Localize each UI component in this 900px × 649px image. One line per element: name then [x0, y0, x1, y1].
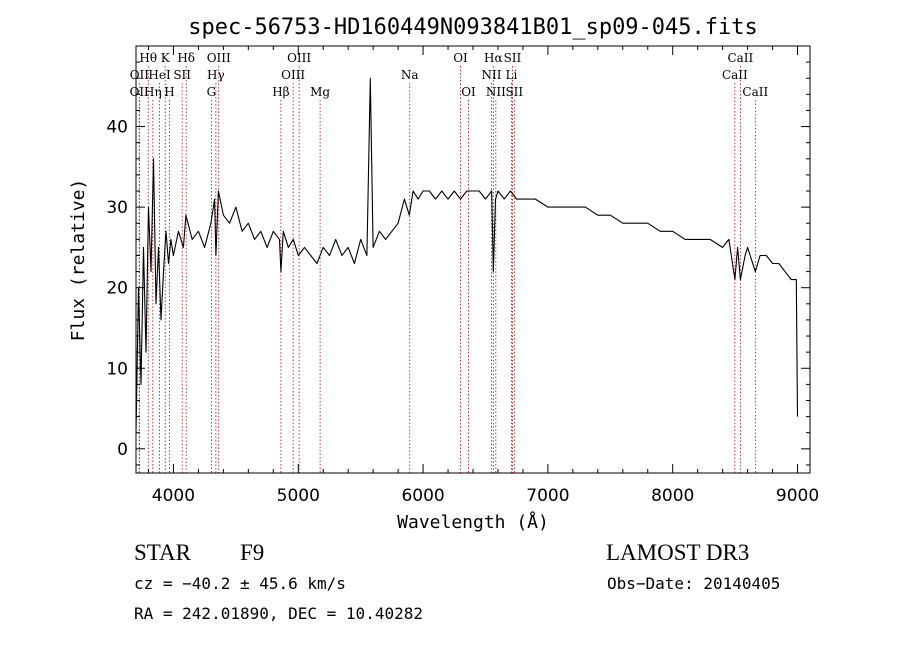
- line-marker-label: Hγ: [207, 68, 225, 82]
- line-marker-label: SII: [173, 68, 191, 82]
- y-axis: 0 10 20 30 40: [106, 61, 810, 466]
- line-marker-label: OI: [461, 85, 476, 99]
- line-marker-label: SII: [504, 51, 522, 65]
- line-marker-label: OII: [130, 68, 150, 82]
- x-tick-label: 5000: [277, 486, 320, 506]
- line-marker-label: Hα: [484, 51, 503, 65]
- line-marker-label: NII: [486, 85, 506, 99]
- x-tick-label: 6000: [401, 486, 444, 506]
- spectrum-line: [135, 77, 799, 433]
- line-marker-label: CaII: [727, 51, 753, 65]
- line-marker-label: CaII: [742, 85, 768, 99]
- line-marker-label: Na: [401, 68, 419, 82]
- line-marker-label: OIII: [207, 51, 231, 65]
- line-marker-label: OI: [453, 51, 468, 65]
- line-marker-label: CaII: [722, 68, 748, 82]
- y-tick-label: 30: [106, 198, 128, 218]
- x-tick-label: 8000: [651, 486, 694, 506]
- x-tick-label: 7000: [526, 486, 569, 506]
- y-axis-label: Flux (relative): [68, 179, 89, 342]
- coordinates: RA = 242.01890, DEC = 10.40282: [134, 604, 423, 623]
- line-marker-label: Hη: [144, 85, 162, 99]
- spectrum-chart: spec-56753-HD160449N093841B01_sp09-045.f…: [68, 15, 819, 533]
- line-marker-label: NII: [481, 68, 501, 82]
- line-marker-label: OIII: [281, 68, 305, 82]
- line-marker-label: K: [161, 51, 171, 65]
- y-tick-label: 20: [106, 279, 128, 299]
- object-class: STAR: [134, 540, 191, 565]
- x-tick-label: 9000: [776, 486, 819, 506]
- line-marker-label: Li: [506, 68, 518, 82]
- line-marker-label: Hβ: [272, 85, 289, 99]
- obs-date: Obs−Date: 20140405: [607, 574, 781, 593]
- survey-name: LAMOST DR3: [606, 540, 750, 565]
- object-subclass: F9: [240, 540, 265, 565]
- x-axis: 4000 5000 6000 7000 8000 9000: [147, 46, 819, 506]
- line-marker-label: Hδ: [177, 51, 195, 65]
- x-axis-label: Wavelength (Å): [397, 511, 549, 533]
- y-tick-label: 0: [117, 440, 128, 460]
- spectrum-series: [135, 77, 799, 433]
- line-marker-label: OIII: [287, 51, 311, 65]
- x-tick-label: 4000: [152, 486, 195, 506]
- chart-title: spec-56753-HD160449N093841B01_sp09-045.f…: [188, 15, 758, 40]
- line-marker-label: HeI: [148, 68, 171, 82]
- y-tick-label: 40: [106, 118, 128, 138]
- line-marker-label: Hθ: [139, 51, 157, 65]
- line-marker-label: OII: [130, 85, 150, 99]
- line-marker-label: SII: [505, 85, 523, 99]
- y-tick-label: 10: [106, 359, 128, 379]
- redshift-info: cz = −40.2 ± 45.6 km/s: [134, 574, 346, 593]
- line-marker-label: G: [207, 85, 217, 99]
- line-marker-label: Mg: [310, 85, 330, 99]
- line-marker-label: H: [164, 85, 174, 99]
- plot-frame: [135, 45, 811, 474]
